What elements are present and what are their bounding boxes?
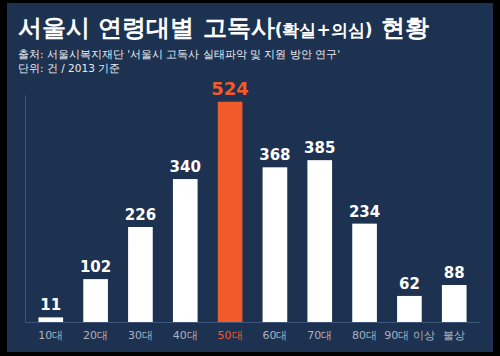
- x-tick: 60대: [262, 322, 287, 342]
- data-label: 226: [125, 206, 156, 224]
- x-tick: 10대: [38, 322, 63, 342]
- x-tick-label: 60대: [262, 329, 287, 342]
- data-label: 62: [399, 275, 420, 293]
- x-tick-label: 불상: [443, 329, 465, 342]
- x-axis-line: [26, 322, 481, 323]
- x-tick-label: 70대: [307, 329, 332, 342]
- bar: [218, 102, 243, 322]
- data-labels: 11 102 226 340 524 368 385 234 62 88: [40, 78, 464, 315]
- y-axis-line: [25, 96, 26, 323]
- x-tick: 20대: [83, 322, 108, 342]
- data-label: 368: [259, 146, 290, 164]
- data-label: 11: [40, 296, 61, 314]
- bar: [128, 227, 153, 322]
- data-label: 88: [444, 264, 465, 282]
- data-label: 234: [349, 203, 380, 221]
- bar: [263, 167, 288, 322]
- y-axis: [25, 96, 26, 323]
- annotation: 출처: 서울시복지재단 '서울시 고독사 실태파악 및 지원 방안 연구': [18, 48, 340, 60]
- x-tick-label: 50대: [218, 329, 243, 342]
- data-label: 385: [304, 139, 335, 157]
- bar: [442, 285, 467, 322]
- bar: [38, 317, 63, 322]
- bars: [38, 102, 466, 322]
- data-label: 340: [170, 158, 201, 176]
- x-tick: 90대 이상: [384, 322, 435, 342]
- frame: [0, 0, 500, 356]
- annotation: 단위: 건 / 2013 기준: [18, 62, 120, 74]
- bar: [83, 279, 108, 322]
- data-label: 102: [80, 258, 111, 276]
- title: 서울시 연령대별 고독사(확실+의심) 현황: [18, 14, 429, 42]
- x-tick: 50대: [218, 322, 243, 342]
- x-tick-label: 20대: [83, 329, 108, 342]
- background: [7, 3, 493, 352]
- x-tick-label: 10대: [38, 329, 63, 342]
- x-tick: 40대: [173, 322, 198, 342]
- bar: [397, 296, 422, 322]
- chart: 서울시 연령대별 고독사(확실+의심) 현황출처: 서울시복지재단 '서울시 고…: [0, 0, 500, 356]
- x-tick: 30대: [128, 322, 153, 342]
- x-tick-label: 30대: [128, 329, 153, 342]
- bar: [352, 224, 377, 322]
- x-tick: 80대: [352, 322, 377, 342]
- x-tick-label: 90대 이상: [384, 329, 435, 342]
- bar: [307, 160, 332, 322]
- x-axis: 10대 20대 30대 40대 50대 60대 70대 80대 90대 이상 불상: [26, 322, 481, 342]
- x-tick-label: 80대: [352, 329, 377, 342]
- data-label: 524: [211, 78, 249, 99]
- bar: [173, 179, 198, 322]
- x-tick: 불상: [443, 322, 465, 342]
- x-tick-label: 40대: [173, 329, 198, 342]
- x-tick: 70대: [307, 322, 332, 342]
